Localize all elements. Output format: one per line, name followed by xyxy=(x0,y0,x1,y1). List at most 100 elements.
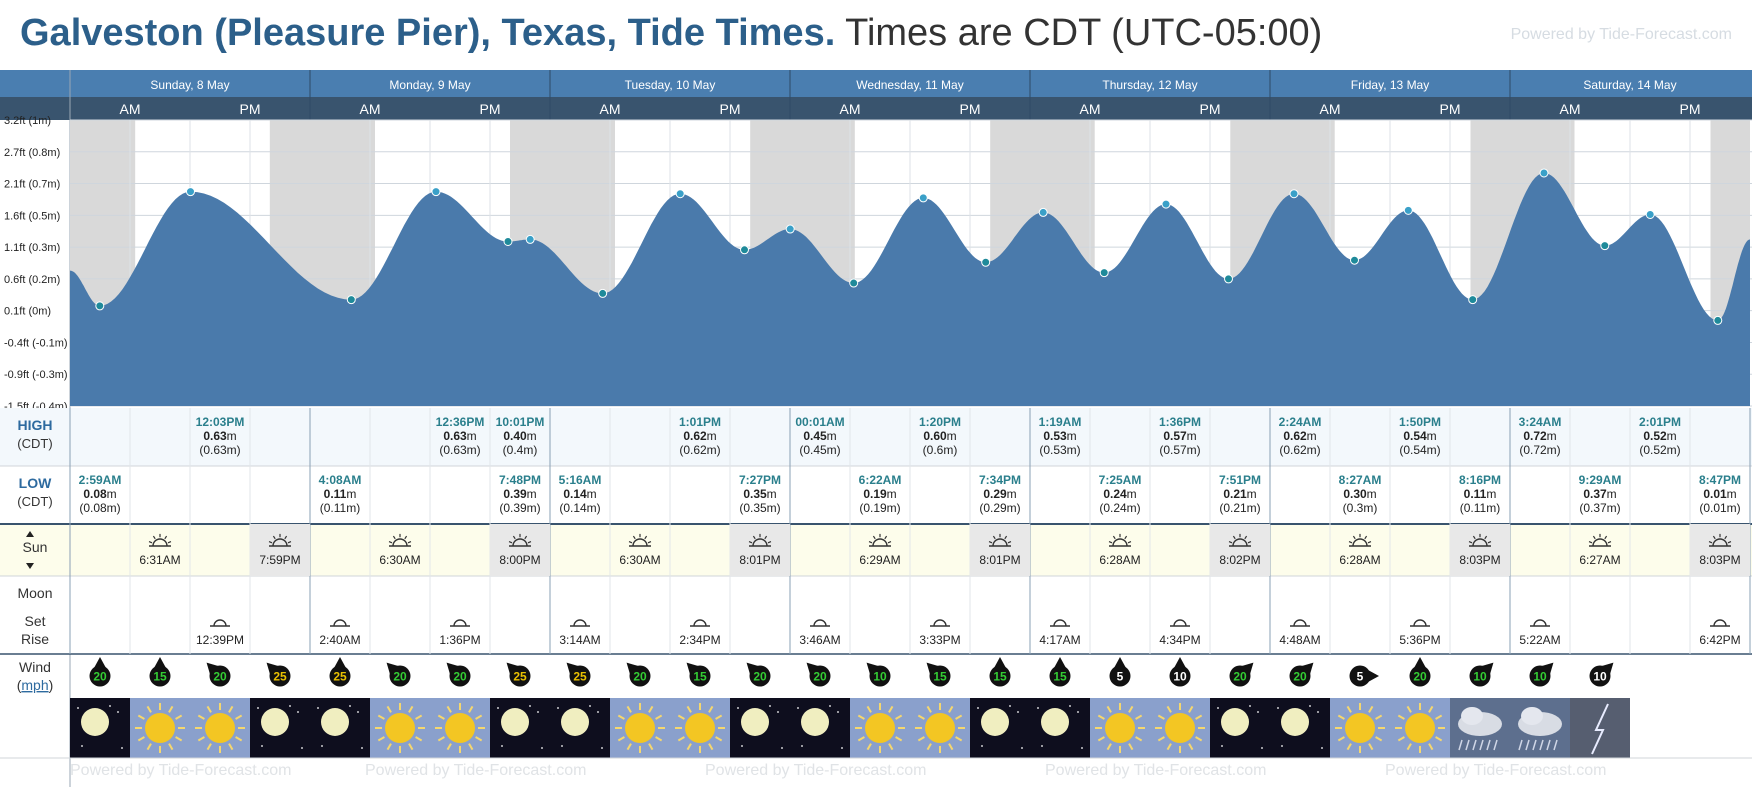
wind-speed: 10 xyxy=(1473,670,1487,684)
star xyxy=(737,707,739,709)
sun-ray xyxy=(647,541,652,544)
sun-ray xyxy=(888,743,894,751)
wind-direction-arrow xyxy=(154,657,166,668)
low-height: 0.30m xyxy=(1343,487,1376,501)
wind-disc xyxy=(1529,665,1551,687)
star xyxy=(1009,705,1011,707)
wind-speed: 20 xyxy=(453,670,467,684)
scroll-down-icon[interactable] xyxy=(26,563,34,569)
sun-ray xyxy=(235,736,243,742)
rain-drop xyxy=(1458,739,1463,751)
lightning-bolt xyxy=(1591,703,1609,755)
wind-speed: 15 xyxy=(693,670,707,684)
sun-ray xyxy=(1406,705,1412,713)
arrow-head xyxy=(1414,657,1426,668)
sun-ray xyxy=(655,714,663,720)
star xyxy=(317,707,319,709)
sun-ray xyxy=(404,535,408,540)
low-height: 0.14m xyxy=(563,487,596,501)
sun-ray xyxy=(1367,541,1372,544)
moon-time: 1:36PM xyxy=(439,633,480,647)
set-time: 8:02PM xyxy=(1219,553,1260,567)
moon-time: 5:22AM xyxy=(1519,633,1560,647)
high-height-alt: (0.53m) xyxy=(1039,443,1080,457)
sunrise-icon xyxy=(628,533,652,547)
low-height: 0.11m xyxy=(324,487,357,501)
sun-ray xyxy=(475,736,483,742)
y-tick-label: -0.9ft (-0.3m) xyxy=(4,369,68,381)
powered-by-link[interactable]: Powered by Tide-Forecast.com xyxy=(1510,26,1732,43)
sun-disc xyxy=(925,713,955,743)
wind-disc xyxy=(1049,665,1071,687)
scroll-up-icon[interactable] xyxy=(26,531,34,537)
high-row-label: HIGH xyxy=(18,417,53,433)
moonrise-icon xyxy=(930,619,950,627)
star xyxy=(497,707,499,709)
y-tick-label: 2.7ft (0.8m) xyxy=(4,147,60,159)
sun-arc xyxy=(152,538,168,547)
sun-arc xyxy=(632,538,648,547)
moonrise-icon xyxy=(1410,619,1430,627)
sun-disc xyxy=(1405,713,1435,743)
sun-ray xyxy=(1157,736,1165,742)
sun-ray xyxy=(1346,743,1352,751)
wind-speed: 15 xyxy=(1053,670,1067,684)
sun-ray xyxy=(1397,736,1405,742)
sun-ray xyxy=(617,736,625,742)
high-tide-point xyxy=(675,189,685,199)
clear-night-icon xyxy=(490,698,550,758)
low-height-alt: (0.3m) xyxy=(1343,501,1378,515)
set-time: 7:59PM xyxy=(259,553,300,567)
sunny-icon xyxy=(1090,698,1150,758)
sunset-cell xyxy=(490,524,550,576)
sun-disc xyxy=(385,713,415,743)
low-time: 7:51PM xyxy=(1219,473,1261,487)
sun-ray xyxy=(1337,736,1345,742)
wind-speed: 20 xyxy=(1233,670,1247,684)
sunny-icon xyxy=(610,698,670,758)
moonrise-icon xyxy=(690,619,710,627)
wind-speed: 20 xyxy=(93,670,107,684)
day-label: Monday, 9 May xyxy=(389,78,470,92)
low-height-alt: (0.01m) xyxy=(1699,501,1740,515)
arrow-head xyxy=(1114,657,1126,668)
high-height-alt: (0.63m) xyxy=(199,443,240,457)
high-height: 0.57m xyxy=(1163,429,1196,443)
wind-direction-arrow xyxy=(266,662,279,675)
wind-disc xyxy=(1409,665,1431,687)
star xyxy=(777,711,779,713)
high-tide-point xyxy=(1539,168,1549,178)
arrow-head xyxy=(746,662,759,675)
moon-row-label: Moon xyxy=(17,585,52,601)
sun-ray xyxy=(386,705,392,713)
sun-ray xyxy=(1128,705,1134,713)
pm-label: PM xyxy=(960,101,981,117)
wind-arrow-icon: 10 xyxy=(1469,662,1494,687)
sunset-cell xyxy=(730,524,790,576)
low-tide-point xyxy=(849,278,859,288)
wind-arrow-icon: 10 xyxy=(1589,662,1614,687)
moon-arc xyxy=(1173,619,1187,627)
sun-ray xyxy=(1135,714,1143,720)
moonrise-icon xyxy=(1290,619,1310,627)
sun-ray xyxy=(752,535,756,540)
moon-time: 4:34PM xyxy=(1159,633,1200,647)
sun-ray xyxy=(988,541,993,544)
sun-ray xyxy=(888,705,894,713)
clear-night-icon xyxy=(70,698,130,758)
mph-link[interactable]: mph xyxy=(21,677,48,693)
rain-drop xyxy=(1518,739,1523,751)
high-tide-point xyxy=(1645,210,1655,220)
low-row xyxy=(0,466,1752,524)
wind-speed: 15 xyxy=(153,670,167,684)
sun-ray xyxy=(686,743,692,751)
sun-arc xyxy=(1352,538,1368,547)
star xyxy=(797,707,799,709)
sunset-icon xyxy=(268,533,292,547)
sun-ray xyxy=(284,535,288,540)
high-tide-point xyxy=(918,193,928,203)
wind-row-label: Wind xyxy=(19,659,51,675)
wind-direction-arrow xyxy=(566,662,579,675)
sun-ray xyxy=(392,535,396,540)
high-height: 0.62m xyxy=(1283,429,1316,443)
